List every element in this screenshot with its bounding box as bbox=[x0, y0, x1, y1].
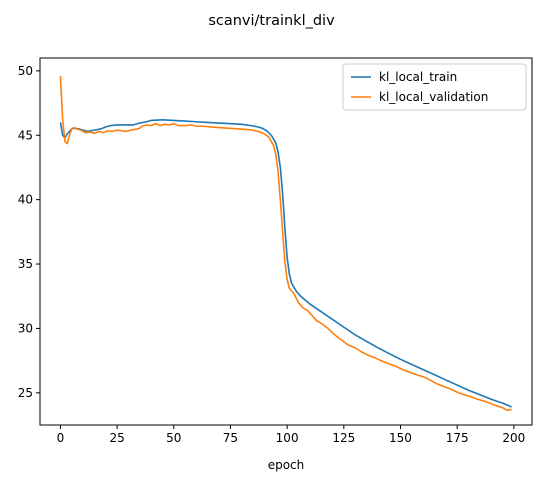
x-axis-label: epoch bbox=[268, 458, 305, 472]
y-tick-label: 45 bbox=[18, 128, 33, 142]
x-tick-label: 150 bbox=[389, 431, 412, 445]
x-tick-label: 175 bbox=[446, 431, 469, 445]
y-tick-label: 40 bbox=[18, 193, 33, 207]
x-tick-label: 100 bbox=[276, 431, 299, 445]
x-tick-label: 50 bbox=[166, 431, 181, 445]
legend-label: kl_local_train bbox=[379, 70, 457, 84]
y-tick-label: 25 bbox=[18, 386, 33, 400]
series-layer bbox=[59, 75, 512, 411]
y-axis: 25 30 35 40 45 50 bbox=[18, 64, 40, 400]
series-line-kl-local-train bbox=[59, 119, 512, 408]
x-tick-label: 25 bbox=[109, 431, 124, 445]
legend-box bbox=[342, 63, 527, 111]
y-tick-label: 35 bbox=[18, 257, 33, 271]
x-tick-label: 0 bbox=[57, 431, 65, 445]
x-tick-label: 125 bbox=[332, 431, 355, 445]
series-line-kl-local-validation bbox=[59, 75, 512, 411]
plot-frame bbox=[39, 57, 533, 426]
legend-label: kl_local_validation bbox=[379, 90, 488, 104]
chart-title: scanvi/trainkl_div bbox=[208, 13, 335, 29]
x-tick-label: 75 bbox=[223, 431, 238, 445]
x-axis: 0 25 50 75 100 125 150 175 200 bbox=[57, 425, 525, 445]
y-tick-label: 30 bbox=[18, 321, 33, 335]
legend: kl_local_train kl_local_validation bbox=[342, 63, 527, 111]
y-tick-label: 50 bbox=[18, 64, 33, 78]
x-tick-label: 200 bbox=[502, 431, 525, 445]
